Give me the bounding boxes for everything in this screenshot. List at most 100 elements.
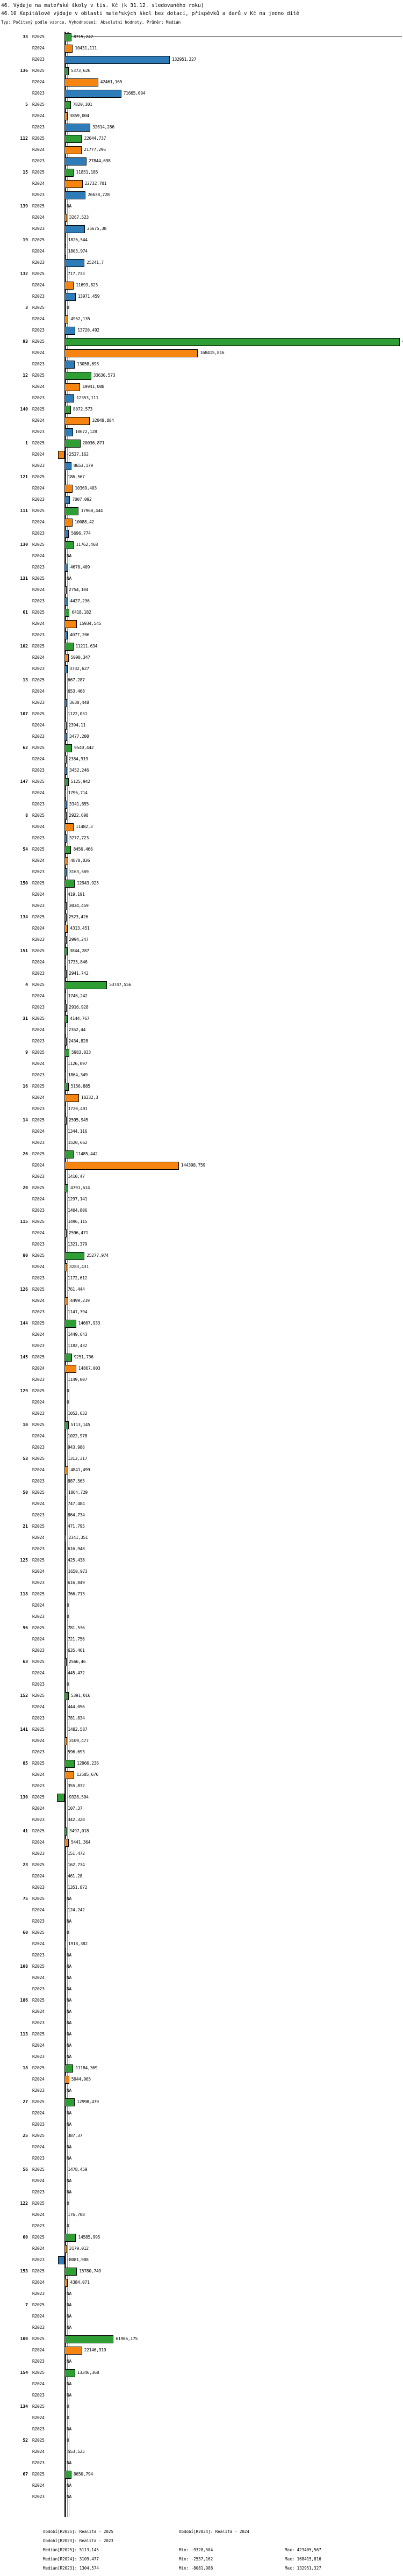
bar-value-label: -2537,162 xyxy=(67,452,89,457)
bar-value-label: 11762,468 xyxy=(76,542,98,547)
series-label-R2025: R2025 xyxy=(32,1896,45,1901)
bar-value-label: 1022,978 xyxy=(68,1434,88,1438)
bar-R2023 xyxy=(64,1105,66,1113)
series-label-R2025: R2025 xyxy=(32,1422,45,1427)
group-id-label: 60 xyxy=(23,1930,28,1935)
group-id-label: 151 xyxy=(20,948,28,953)
bar-R2024 xyxy=(64,1365,76,1373)
bar-row: R2023 13058,693 xyxy=(0,359,403,370)
bar-row: 60 R2025 0 xyxy=(0,1927,403,1939)
bar-value-label: 471,795 xyxy=(68,1524,85,1529)
bar-value-label: 721,756 xyxy=(68,1637,85,1642)
bar-row: R2023 3452,246 xyxy=(0,765,403,776)
bar-R2024 xyxy=(58,451,64,459)
group-id-label: 121 xyxy=(20,474,28,479)
bar-R2025 xyxy=(64,1049,69,1057)
bar-group: 125 R2025 425,438 R2024 1650,973 R2023 616,849 xyxy=(0,1555,403,1589)
series-label-R2024: R2024 xyxy=(32,215,45,220)
bar-value-label: 423405,567 xyxy=(402,339,403,344)
bar-R2025 xyxy=(64,609,70,617)
bar-row: 115 R2025 1496,115 xyxy=(0,1217,403,1228)
bar-group: 108 R2025 NA R2024 NA R2023 NA xyxy=(0,1961,403,1995)
group-id-label: 100 xyxy=(20,2336,28,2341)
series-label-R2025: R2025 xyxy=(32,2167,45,2172)
series-label-R2024: R2024 xyxy=(32,2314,45,2319)
bar-row: 112 R2025 22044,737 xyxy=(0,133,403,145)
series-label-R2023: R2023 xyxy=(32,937,45,942)
series-label-R2023: R2023 xyxy=(32,1445,45,1450)
bar-row: 62 R2025 9540,442 xyxy=(0,743,403,754)
bar-value-label: NA xyxy=(67,2302,72,2307)
bar-group: 19 R2025 1826,544 R2024 1803,974 R2023 25241,7 xyxy=(0,235,403,269)
bar-R2024 xyxy=(64,1026,67,1034)
bar-group: 61 R2025 6418,182 R2024 15934,545 R2023 4077,2… xyxy=(0,607,403,641)
bar-row: R2024 1746,242 xyxy=(0,991,403,1002)
bar-value-label: 747,484 xyxy=(68,1501,85,1506)
bar-R2024 xyxy=(64,1737,67,1745)
group-id-label: 122 xyxy=(20,2201,28,2206)
series-label-R2025: R2025 xyxy=(32,102,45,107)
bar-value-label: 0 xyxy=(67,1682,69,1687)
bar-row: R2023 1410,47 xyxy=(0,1171,403,1183)
bar-row: R2023 2994,247 xyxy=(0,934,403,946)
series-label-R2024: R2024 xyxy=(32,1671,45,1675)
bar-value-label: 5944,965 xyxy=(71,2077,91,2082)
series-label-R2025: R2025 xyxy=(32,305,45,310)
bar-R2024 xyxy=(64,78,98,87)
series-label-R2023: R2023 xyxy=(32,1039,45,1044)
bar-group: 126 R2025 761,444 R2024 4499,219 R2023 1141,39… xyxy=(0,1284,403,1318)
bar-group: 56 R2025 1478,459 R2024 NA R2023 NA xyxy=(0,2164,403,2198)
bar-R2024 xyxy=(64,180,83,188)
series-label-R2025: R2025 xyxy=(32,1287,45,1292)
group-id-label: 147 xyxy=(20,779,28,784)
series-label-R2023: R2023 xyxy=(32,2054,45,2059)
bar-group: 121 R2025 186,567 R2024 10369,403 R2023 7007,0… xyxy=(0,472,403,506)
bar-R2024 xyxy=(64,1331,66,1339)
group-id-label: 27 xyxy=(23,2099,28,2104)
bar-value-label: 21777,296 xyxy=(84,147,106,152)
series-label-R2025: R2025 xyxy=(32,271,45,276)
bar-row: 31 R2025 4144,767 xyxy=(0,1013,403,1025)
bar-row: R2024 2362,44 xyxy=(0,1025,403,1036)
group-id-label: 54 xyxy=(23,847,28,852)
bar-R2023 xyxy=(64,1038,67,1046)
series-label-R2023: R2023 xyxy=(32,2393,45,2398)
bar-value-label: 1410,47 xyxy=(68,1174,85,1179)
bar-row: 61 R2025 6418,182 xyxy=(0,607,403,618)
bar-row: 153 R2025 15780,749 xyxy=(0,2266,403,2277)
series-label-R2025: R2025 xyxy=(32,1490,45,1495)
bar-R2023 xyxy=(64,428,73,436)
bar-R2023 xyxy=(64,902,67,910)
bar-R2023 xyxy=(64,1782,66,1790)
bar-row: R2024 2384,919 xyxy=(0,754,403,765)
group-id-label: 4 xyxy=(25,982,28,987)
series-label-R2024: R2024 xyxy=(32,1163,45,1168)
series-label-R2023: R2023 xyxy=(32,1580,45,1585)
bar-value-label: 2941,742 xyxy=(69,971,89,976)
bar-row: R2023 1720,491 xyxy=(0,1104,403,1115)
bar-value-label: NA xyxy=(67,1998,72,2003)
bar-R2024 xyxy=(64,2347,82,2355)
bar-group: 13 R2025 667,287 R2024 653,468 R2023 3630,448 xyxy=(0,675,403,709)
group-id-label: 3 xyxy=(25,305,28,310)
bar-R2024 xyxy=(64,586,67,594)
bar-row: 111 R2025 17960,444 xyxy=(0,506,403,517)
bar-R2023 xyxy=(64,1241,66,1249)
series-label-R2023: R2023 xyxy=(32,1919,45,1924)
bar-value-label: 4313,451 xyxy=(70,926,90,931)
bar-row: R2024 42461,165 xyxy=(0,77,403,88)
series-label-R2025: R2025 xyxy=(32,68,45,73)
group-id-label: 8 xyxy=(25,813,28,818)
bar-value-label: NA xyxy=(67,2156,72,2161)
group-id-label: 112 xyxy=(20,136,28,141)
bar-R2025 xyxy=(64,1827,68,1836)
bar-R2023 xyxy=(64,1139,66,1147)
bar-value-label: NA xyxy=(67,2483,72,2488)
series-label-R2024: R2024 xyxy=(32,1264,45,1269)
bar-R2025 xyxy=(64,507,79,515)
series-label-R2023: R2023 xyxy=(32,1682,45,1687)
bar-value-label: NA xyxy=(67,2054,72,2059)
group-id-label: 130 xyxy=(20,1795,28,1800)
min-2025-value: Min: -9328,504 xyxy=(179,2548,213,2552)
bar-group: 52 R2025 0 R2024 553,525 R2023 NA xyxy=(0,2435,403,2469)
